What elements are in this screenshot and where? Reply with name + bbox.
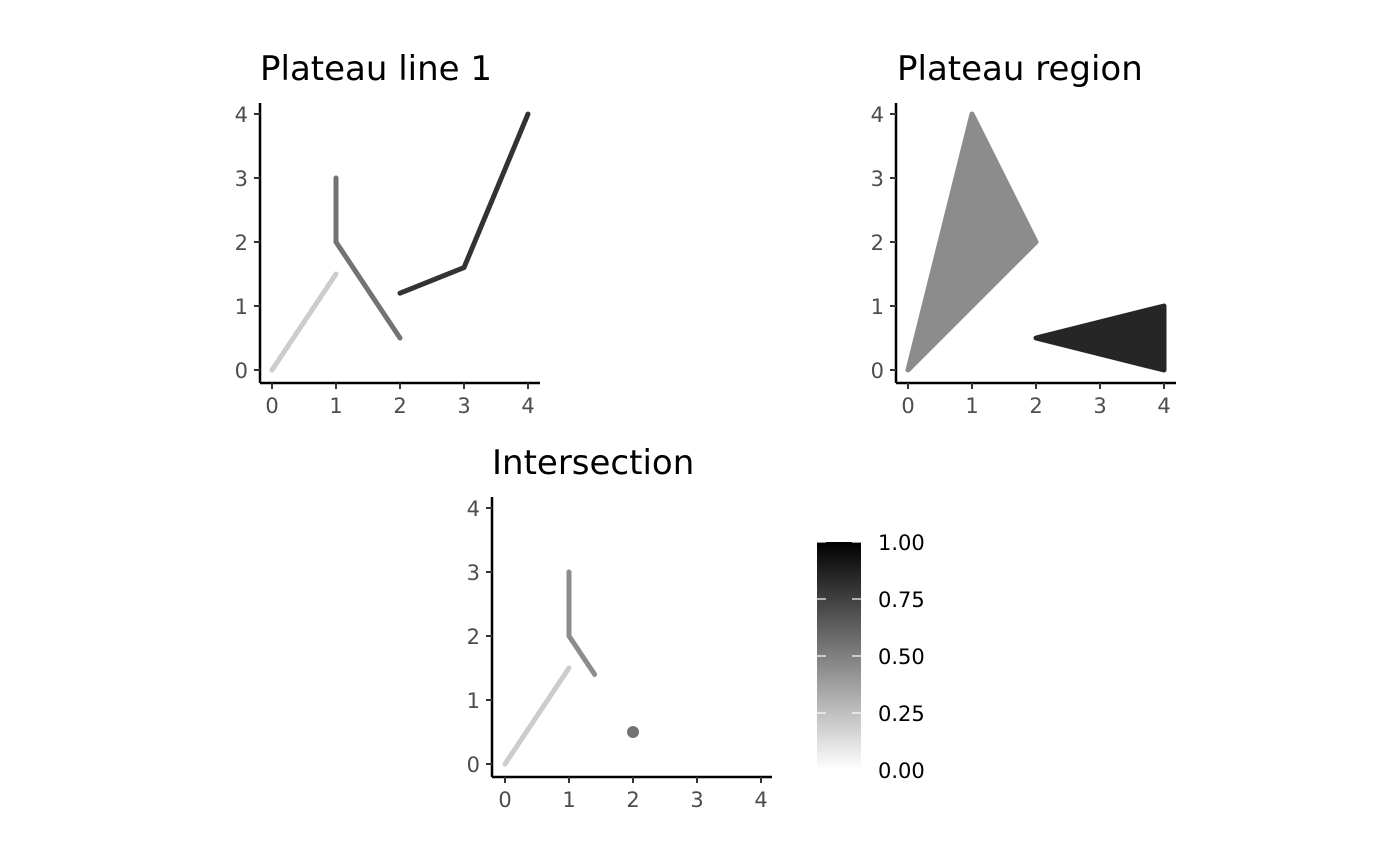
- x-tick-label: 4: [754, 788, 767, 812]
- y-tick-label: 1: [467, 689, 480, 713]
- x-tick-label: 0: [265, 394, 278, 418]
- y-tick-label: 3: [235, 167, 248, 191]
- y-tick-label: 4: [235, 103, 248, 127]
- panel-intersection: Intersection 0 1 2 3 4 0 1 2 3 4: [467, 443, 772, 812]
- series-polygon: [1033, 303, 1167, 373]
- x-tick-label: 0: [498, 788, 511, 812]
- y-tick-label: 0: [467, 753, 480, 777]
- series-line: [397, 111, 531, 296]
- y-tick-label: 2: [235, 231, 248, 255]
- series-line: [502, 665, 572, 767]
- x-tick-label: 1: [329, 394, 342, 418]
- y-tick-label: 0: [871, 359, 884, 383]
- y-tick-label: 3: [467, 561, 480, 585]
- series-polygon: [905, 111, 1039, 373]
- colorbar-legend: 0.00 0.25 0.50 0.75 1.00: [817, 531, 925, 783]
- colorbar-ticks: 0.00 0.25 0.50 0.75 1.00: [817, 531, 925, 783]
- series-line: [566, 569, 598, 677]
- y-tick-label: 4: [467, 497, 480, 521]
- x-tick-label: 3: [1093, 394, 1106, 418]
- x-tick-label: 2: [1029, 394, 1042, 418]
- colorbar-label: 0.50: [878, 645, 925, 669]
- plot-area: 0 1 2 3 4 0 1 2 3 4: [467, 497, 772, 812]
- x-tick-label: 2: [626, 788, 639, 812]
- x-tick-label: 3: [457, 394, 470, 418]
- panel-plateau-region: Plateau region 0 1 2 3 4 0 1 2 3 4: [871, 49, 1176, 418]
- plot-area: 0 1 2 3 4 0 1 2 3 4: [235, 103, 540, 418]
- x-tick-label: 1: [562, 788, 575, 812]
- plot-area: 0 1 2 3 4 0 1 2 3 4: [871, 103, 1176, 418]
- series-point: [627, 726, 639, 738]
- y-tick-label: 4: [871, 103, 884, 127]
- panel-plateau-line-1: Plateau line 1 0 1 2 3 4 0 1 2 3 4: [235, 49, 540, 418]
- y-tick-label: 3: [871, 167, 884, 191]
- colorbar-label: 0.25: [878, 702, 925, 726]
- y-tick-label: 2: [467, 625, 480, 649]
- colorbar-label: 1.00: [878, 531, 925, 555]
- panel-title: Plateau line 1: [260, 49, 492, 89]
- y-tick-label: 2: [871, 231, 884, 255]
- y-tick-label: 1: [235, 295, 248, 319]
- y-tick-label: 1: [871, 295, 884, 319]
- series-line: [333, 175, 403, 341]
- x-tick-label: 1: [965, 394, 978, 418]
- x-tick-label: 4: [1157, 394, 1170, 418]
- panel-title: Plateau region: [897, 49, 1143, 89]
- x-tick-label: 2: [393, 394, 406, 418]
- series-line: [269, 271, 339, 373]
- colorbar-label: 0.75: [878, 588, 925, 612]
- x-tick-label: 3: [690, 788, 703, 812]
- x-tick-label: 4: [521, 394, 534, 418]
- panel-title: Intersection: [492, 443, 694, 483]
- colorbar-label: 0.00: [878, 759, 925, 783]
- x-tick-label: 0: [901, 394, 914, 418]
- y-tick-label: 0: [235, 359, 248, 383]
